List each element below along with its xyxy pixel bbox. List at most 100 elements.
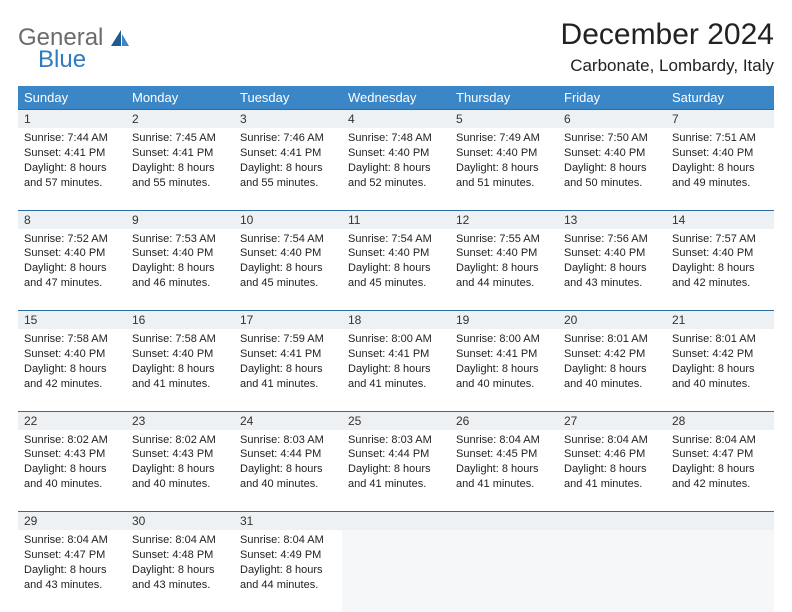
sunset-line: Sunset: 4:41 PM [132, 146, 228, 161]
logo-text-block: General Blue [18, 26, 103, 72]
daylight-line: Daylight: 8 hours and 51 minutes. [456, 161, 552, 191]
sunrise-line: Sunrise: 8:02 AM [132, 433, 228, 448]
day-number-cell [450, 512, 558, 531]
daylight-line: Daylight: 8 hours and 42 minutes. [672, 462, 768, 492]
day-content-cell: Sunrise: 8:02 AMSunset: 4:43 PMDaylight:… [126, 430, 234, 512]
sunrise-line: Sunrise: 7:46 AM [240, 131, 336, 146]
daylight-line: Daylight: 8 hours and 41 minutes. [456, 462, 552, 492]
content-row: Sunrise: 7:58 AMSunset: 4:40 PMDaylight:… [18, 329, 774, 411]
sunrise-line: Sunrise: 7:58 AM [132, 332, 228, 347]
day-number-cell: 11 [342, 210, 450, 229]
day-content-cell: Sunrise: 7:49 AMSunset: 4:40 PMDaylight:… [450, 128, 558, 210]
day-content-cell: Sunrise: 7:53 AMSunset: 4:40 PMDaylight:… [126, 229, 234, 311]
day-number-cell: 7 [666, 110, 774, 129]
day-content-cell: Sunrise: 7:45 AMSunset: 4:41 PMDaylight:… [126, 128, 234, 210]
day-content-cell: Sunrise: 7:52 AMSunset: 4:40 PMDaylight:… [18, 229, 126, 311]
day-content-cell: Sunrise: 7:55 AMSunset: 4:40 PMDaylight:… [450, 229, 558, 311]
day-number-cell: 27 [558, 411, 666, 430]
sunrise-line: Sunrise: 8:01 AM [672, 332, 768, 347]
daylight-line: Daylight: 8 hours and 45 minutes. [240, 261, 336, 291]
daylight-line: Daylight: 8 hours and 50 minutes. [564, 161, 660, 191]
day-number-cell: 12 [450, 210, 558, 229]
title-block: December 2024 Carbonate, Lombardy, Italy [561, 18, 774, 76]
sunset-line: Sunset: 4:49 PM [240, 548, 336, 563]
sunset-line: Sunset: 4:46 PM [564, 447, 660, 462]
day-number-cell: 13 [558, 210, 666, 229]
daylight-line: Daylight: 8 hours and 40 minutes. [564, 362, 660, 392]
day-number-cell: 1 [18, 110, 126, 129]
day-content-cell: Sunrise: 7:50 AMSunset: 4:40 PMDaylight:… [558, 128, 666, 210]
day-number-cell: 9 [126, 210, 234, 229]
sunset-line: Sunset: 4:43 PM [24, 447, 120, 462]
sunrise-line: Sunrise: 8:04 AM [456, 433, 552, 448]
sunrise-line: Sunrise: 8:04 AM [564, 433, 660, 448]
header: General Blue December 2024 Carbonate, Lo… [18, 18, 774, 76]
daylight-line: Daylight: 8 hours and 41 minutes. [564, 462, 660, 492]
day-number-cell: 18 [342, 311, 450, 330]
sunrise-line: Sunrise: 7:48 AM [348, 131, 444, 146]
content-row: Sunrise: 7:52 AMSunset: 4:40 PMDaylight:… [18, 229, 774, 311]
day-content-cell: Sunrise: 8:01 AMSunset: 4:42 PMDaylight:… [558, 329, 666, 411]
day-content-cell [342, 530, 450, 612]
sunset-line: Sunset: 4:44 PM [240, 447, 336, 462]
day-content-cell: Sunrise: 8:00 AMSunset: 4:41 PMDaylight:… [342, 329, 450, 411]
sunset-line: Sunset: 4:44 PM [348, 447, 444, 462]
sunset-line: Sunset: 4:45 PM [456, 447, 552, 462]
day-content-cell: Sunrise: 7:56 AMSunset: 4:40 PMDaylight:… [558, 229, 666, 311]
day-number-cell: 23 [126, 411, 234, 430]
daylight-line: Daylight: 8 hours and 45 minutes. [348, 261, 444, 291]
sunrise-line: Sunrise: 7:51 AM [672, 131, 768, 146]
sunrise-line: Sunrise: 7:56 AM [564, 232, 660, 247]
daynum-row: 1234567 [18, 110, 774, 129]
weekday-header: Monday [126, 86, 234, 110]
daylight-line: Daylight: 8 hours and 43 minutes. [24, 563, 120, 593]
day-content-cell: Sunrise: 7:48 AMSunset: 4:40 PMDaylight:… [342, 128, 450, 210]
sunrise-line: Sunrise: 7:54 AM [348, 232, 444, 247]
sunrise-line: Sunrise: 8:03 AM [240, 433, 336, 448]
sunrise-line: Sunrise: 7:54 AM [240, 232, 336, 247]
weekday-header: Tuesday [234, 86, 342, 110]
location: Carbonate, Lombardy, Italy [561, 56, 774, 76]
sunset-line: Sunset: 4:40 PM [240, 246, 336, 261]
day-number-cell: 16 [126, 311, 234, 330]
day-number-cell: 30 [126, 512, 234, 531]
day-content-cell: Sunrise: 7:59 AMSunset: 4:41 PMDaylight:… [234, 329, 342, 411]
day-content-cell [666, 530, 774, 612]
content-row: Sunrise: 8:02 AMSunset: 4:43 PMDaylight:… [18, 430, 774, 512]
day-number-cell: 22 [18, 411, 126, 430]
day-content-cell: Sunrise: 8:04 AMSunset: 4:45 PMDaylight:… [450, 430, 558, 512]
day-content-cell: Sunrise: 8:02 AMSunset: 4:43 PMDaylight:… [18, 430, 126, 512]
day-content-cell: Sunrise: 8:04 AMSunset: 4:47 PMDaylight:… [666, 430, 774, 512]
daynum-row: 293031 [18, 512, 774, 531]
day-number-cell: 8 [18, 210, 126, 229]
daylight-line: Daylight: 8 hours and 40 minutes. [240, 462, 336, 492]
daylight-line: Daylight: 8 hours and 44 minutes. [456, 261, 552, 291]
day-content-cell: Sunrise: 8:04 AMSunset: 4:49 PMDaylight:… [234, 530, 342, 612]
logo-line2: Blue [38, 48, 103, 72]
sunset-line: Sunset: 4:41 PM [24, 146, 120, 161]
daylight-line: Daylight: 8 hours and 55 minutes. [240, 161, 336, 191]
sunrise-line: Sunrise: 8:04 AM [672, 433, 768, 448]
sail-icon [109, 28, 131, 55]
day-number-cell: 29 [18, 512, 126, 531]
daylight-line: Daylight: 8 hours and 41 minutes. [348, 362, 444, 392]
sunset-line: Sunset: 4:47 PM [24, 548, 120, 563]
sunset-line: Sunset: 4:40 PM [672, 146, 768, 161]
day-content-cell: Sunrise: 8:03 AMSunset: 4:44 PMDaylight:… [342, 430, 450, 512]
sunset-line: Sunset: 4:40 PM [348, 146, 444, 161]
day-content-cell: Sunrise: 7:44 AMSunset: 4:41 PMDaylight:… [18, 128, 126, 210]
sunrise-line: Sunrise: 7:45 AM [132, 131, 228, 146]
day-content-cell [558, 530, 666, 612]
sunrise-line: Sunrise: 8:01 AM [564, 332, 660, 347]
content-row: Sunrise: 8:04 AMSunset: 4:47 PMDaylight:… [18, 530, 774, 612]
day-number-cell: 14 [666, 210, 774, 229]
sunrise-line: Sunrise: 8:02 AM [24, 433, 120, 448]
sunset-line: Sunset: 4:42 PM [672, 347, 768, 362]
content-row: Sunrise: 7:44 AMSunset: 4:41 PMDaylight:… [18, 128, 774, 210]
sunrise-line: Sunrise: 7:58 AM [24, 332, 120, 347]
daylight-line: Daylight: 8 hours and 41 minutes. [240, 362, 336, 392]
sunset-line: Sunset: 4:47 PM [672, 447, 768, 462]
day-number-cell [666, 512, 774, 531]
day-number-cell: 15 [18, 311, 126, 330]
daylight-line: Daylight: 8 hours and 49 minutes. [672, 161, 768, 191]
